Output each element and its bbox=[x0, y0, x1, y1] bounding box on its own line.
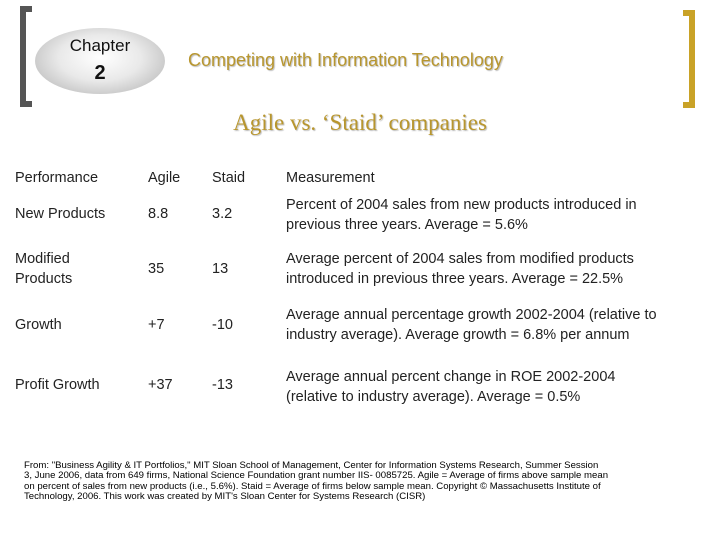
footnote-line: on percent of sales from new products (i… bbox=[24, 480, 601, 492]
slide-title: Agile vs. ‘Staid’ companies bbox=[233, 110, 487, 135]
row-performance-line2: Products bbox=[15, 271, 73, 287]
footnote-line: From: "Business Agility & IT Portfolios,… bbox=[24, 460, 599, 471]
row-measurement-line2: introduced in previous three years. Aver… bbox=[286, 271, 624, 287]
row-agile-value: 35 bbox=[148, 261, 165, 277]
row-agile-value: 8.8 bbox=[148, 206, 169, 222]
row-performance: Profit Growth bbox=[15, 377, 100, 393]
row-agile-value: +37 bbox=[148, 377, 173, 393]
row-staid-value: -13 bbox=[212, 377, 233, 393]
footnote-line: Technology, 2006. This work was created … bbox=[24, 491, 426, 503]
header-agile: Agile bbox=[148, 170, 181, 186]
source-footnote: From: "Business Agility & IT Portfolios,… bbox=[24, 460, 700, 503]
row-measurement-line2: previous three years. Average = 5.6% bbox=[286, 217, 528, 233]
row-performance-line1: Modified bbox=[15, 251, 70, 267]
chapter-label: Chapter bbox=[69, 36, 131, 55]
row-staid-value: 3.2 bbox=[212, 206, 233, 222]
header-title: Competing with Information Technology bbox=[188, 50, 503, 70]
row-staid-value: -10 bbox=[212, 317, 233, 333]
row-measurement-line1: Average annual percent change in ROE 200… bbox=[286, 369, 616, 385]
row-performance: Growth bbox=[15, 317, 62, 333]
footnote-line: 3, June 2006, data from 649 firms, Natio… bbox=[24, 470, 609, 482]
row-agile-value: +7 bbox=[148, 317, 165, 333]
row-measurement-line2: (relative to industry average). Average … bbox=[286, 389, 581, 405]
row-measurement-line1: Percent of 2004 sales from new products … bbox=[286, 197, 637, 213]
header-staid: Staid bbox=[212, 170, 246, 186]
header-performance: Performance bbox=[15, 170, 99, 186]
chapter-number: 2 bbox=[94, 62, 106, 84]
row-measurement-line2: industry average). Average growth = 6.8%… bbox=[286, 327, 630, 343]
header-measurement: Measurement bbox=[286, 170, 375, 186]
left-bracket-decoration bbox=[20, 6, 32, 107]
row-measurement-line1: Average percent of 2004 sales from modif… bbox=[286, 251, 634, 267]
right-bracket-decoration bbox=[683, 10, 695, 108]
chapter-badge: Chapter 2 bbox=[35, 28, 165, 94]
row-staid-value: 13 bbox=[212, 261, 229, 277]
row-measurement-line1: Average annual percentage growth 2002-20… bbox=[286, 307, 657, 323]
row-performance: New Products bbox=[15, 206, 106, 222]
